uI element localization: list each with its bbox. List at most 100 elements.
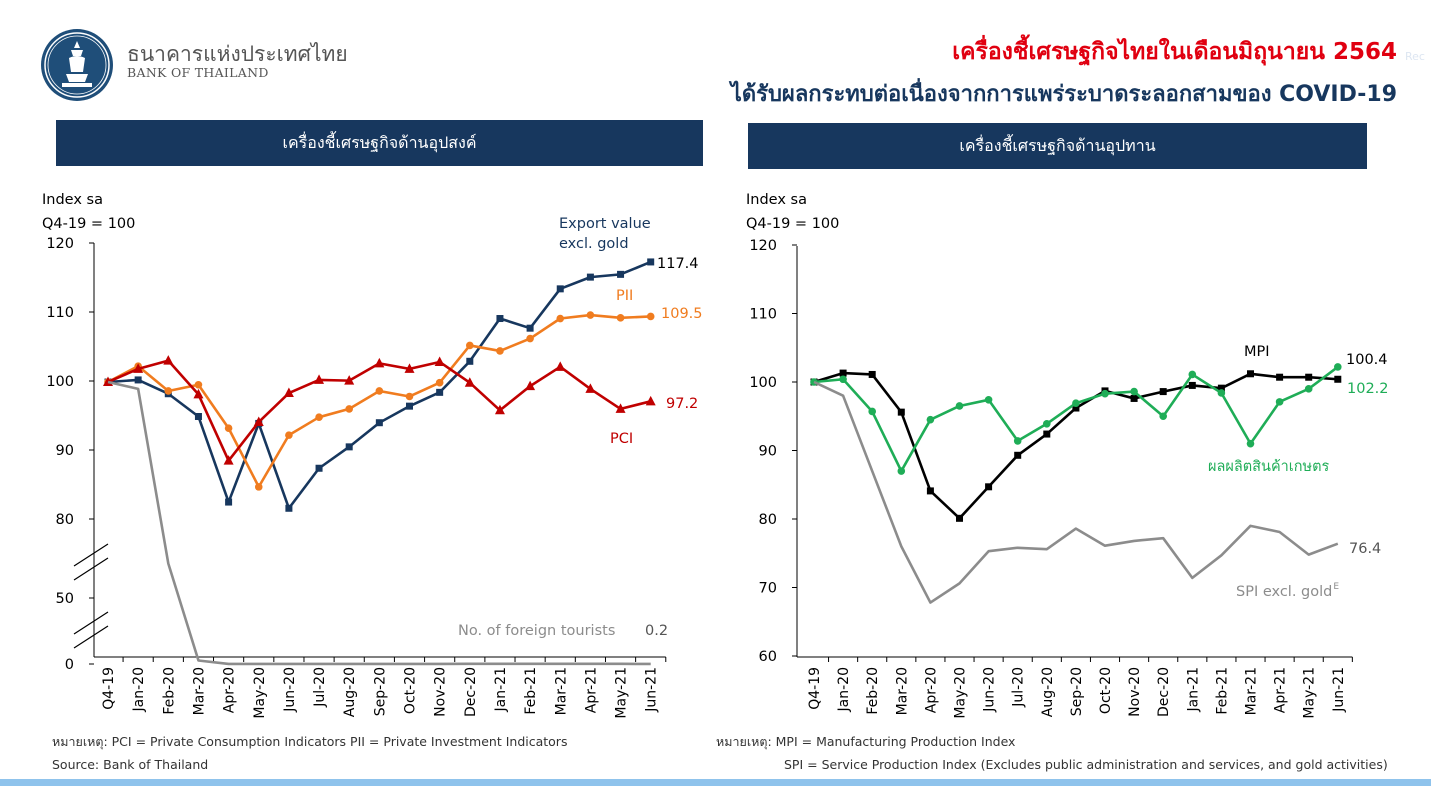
chart-supply-series-1-name-label: ผลผลิตสินค้าเกษตร	[1208, 458, 1329, 475]
chart-demand-series-2-point	[615, 403, 626, 413]
chart-supply-series-0-point	[956, 514, 963, 522]
chart-demand-series-1-point	[345, 405, 354, 413]
chart-demand-series-0-point	[225, 498, 233, 506]
chart-demand-series-0-name-label: Export value	[559, 216, 651, 232]
chart-demand-series-0-point	[134, 376, 142, 384]
chart-supply-series-0-point	[1043, 430, 1051, 438]
chart-demand-series-0-point	[466, 357, 474, 365]
chart-supply-series-1-point	[1304, 385, 1313, 393]
chart-demand-series-2-point	[404, 363, 415, 373]
chart-demand-series-3-line	[107, 380, 651, 666]
chart-demand-y-tick-label: 110	[46, 305, 74, 321]
bank-name-th: ธนาคารแห่งประเทศไทย	[127, 42, 348, 66]
chart-supply-series-1-point	[868, 407, 876, 416]
chart-supply-series-0-line	[813, 371, 1338, 520]
chart-supply-series-1-end-label: 102.2	[1347, 381, 1389, 397]
chart-supply-series-1-point	[1275, 398, 1284, 406]
chart-supply-series-0-point	[985, 483, 993, 491]
chart-supply-series-2-line	[813, 380, 1339, 604]
chart-demand-series-0-point	[617, 270, 625, 278]
chart-demand-series-0-point	[375, 419, 383, 427]
chart-demand-series-0-point	[647, 258, 655, 266]
chart-demand-x-tick-label: May-20	[252, 667, 268, 719]
chart-demand-series-1-end-label: 109.5	[661, 306, 703, 322]
chart-demand-series-0-point	[285, 504, 293, 512]
chart-demand-series-0-point	[315, 464, 323, 472]
chart-supply-y-tick-label: 80	[759, 512, 777, 528]
chart-demand-y-tick-label: 100	[46, 374, 74, 390]
chart-demand-x-tick-label: Dec-20	[463, 667, 479, 717]
chart-demand-series-1-point	[526, 334, 534, 343]
chart-supply-series-0-point	[1334, 375, 1342, 383]
chart-supply-series-0-point	[868, 370, 876, 378]
chart-supply-series-1-point	[1334, 363, 1342, 371]
chart-demand-series-2-name-label: PCI	[610, 431, 633, 447]
chart-demand-series-0-point	[345, 443, 353, 451]
chart-demand-series-2-point	[494, 404, 505, 415]
chart-demand-x-tick-label: Sep-20	[372, 667, 388, 716]
chart-supply-y-tick-label: 60	[759, 649, 777, 665]
chart-demand-series-1-line	[107, 313, 651, 489]
chart-supply-series-1-point	[1217, 389, 1226, 397]
chart-demand-axis-break-mark	[73, 557, 109, 581]
chart-supply-x-tick-label: Jul-20	[1011, 667, 1027, 708]
chart-supply-series-1-point	[1013, 437, 1022, 445]
chart-supply-x-tick-label: Feb-21	[1214, 667, 1230, 715]
chart-demand-x-tick-label: Feb-21	[523, 667, 539, 715]
chart-demand-y-tick-label: 80	[56, 512, 74, 528]
left-source: Source: Bank of Thailand	[52, 757, 209, 772]
chart-demand-series-2-point	[163, 355, 174, 365]
chart-demand-x-tick-label: Oct-20	[403, 667, 419, 714]
chart-supply-x-tick-label: Oct-20	[1098, 667, 1114, 714]
chart-demand-series-2-point	[133, 363, 144, 373]
chart-demand-series-2-point	[464, 377, 475, 387]
chart-demand-series-2-point	[223, 455, 234, 465]
chart-demand-series-2-point	[525, 380, 536, 391]
chart-supply-x-tick-label: Sep-20	[1069, 667, 1085, 716]
right-footnote-spi: SPI = Service Production Index (Excludes…	[784, 757, 1388, 772]
chart-demand-series-2-point	[585, 383, 596, 393]
bank-of-thailand-logo	[41, 29, 113, 101]
chart-supply-series-1-point	[1246, 439, 1255, 448]
chart-supply-series-0-point	[1305, 373, 1313, 381]
chart-supply-y-tick-label: 110	[749, 307, 777, 323]
chart-supply-series-2-name-superscript: E	[1333, 582, 1339, 592]
chart-demand-series-1-point	[375, 387, 384, 395]
chart-demand-series-1-point	[315, 413, 323, 421]
chart-supply-series-0-point	[1276, 373, 1284, 381]
chart-supply-series-1-point	[984, 396, 993, 404]
chart-supply-series-0-point	[1188, 381, 1196, 389]
chart-demand-series-1-name-label: PII	[616, 288, 633, 304]
edge-text: Rec	[1405, 50, 1425, 63]
chart-demand-series-2-point	[645, 395, 656, 406]
chart-demand-x-tick-label: Jan-21	[493, 667, 509, 712]
chart-demand-x-tick-label: Feb-20	[161, 667, 177, 715]
chart-demand-y-tick-label: 50	[56, 591, 74, 607]
chart-supply-series-1-point	[839, 375, 847, 384]
chart-supply-x-tick-label: Apr-21	[1273, 667, 1289, 713]
chart-demand-series-3-name-label: No. of foreign tourists	[458, 623, 615, 639]
chart-supply-x-tick-label: Jun-21	[1331, 667, 1347, 713]
chart-supply-x-tick-label: Mar-21	[1244, 667, 1260, 715]
chart-supply-series-0-point	[897, 408, 905, 416]
chart-demand-series-2-point	[374, 357, 385, 368]
chart-supply-x-tick-label: Feb-20	[865, 667, 881, 715]
chart-demand-series-0-name-label: excl. gold	[559, 236, 629, 252]
chart-supply-series-1-point	[1072, 399, 1080, 408]
chart-supply-y-tick-label: 90	[759, 444, 777, 460]
chart-demand-series-1-point	[224, 424, 233, 433]
chart-demand-series-2-point	[555, 361, 566, 371]
chart-supply-series-0-point	[1247, 370, 1254, 378]
chart-demand-series-1-point	[254, 483, 263, 491]
chart-demand-series-1-point	[164, 387, 173, 395]
chart-demand-x-tick-label: Mar-21	[553, 667, 569, 715]
chart-supply-x-tick-label: Aug-20	[1040, 667, 1056, 717]
chart-demand-x-tick-label: Jun-21	[644, 667, 660, 713]
chart-demand-series-2-point	[344, 375, 355, 385]
chart-demand-axis-break-mark	[73, 611, 109, 635]
chart-demand-x-tick-label: Mar-20	[191, 667, 207, 715]
chart-demand-x-tick-label: May-21	[614, 667, 630, 719]
chart-demand-series-0-point	[406, 402, 413, 410]
chart-supply-series-0-end-label: 100.4	[1346, 352, 1388, 368]
chart-demand-series-1-point	[466, 341, 474, 350]
